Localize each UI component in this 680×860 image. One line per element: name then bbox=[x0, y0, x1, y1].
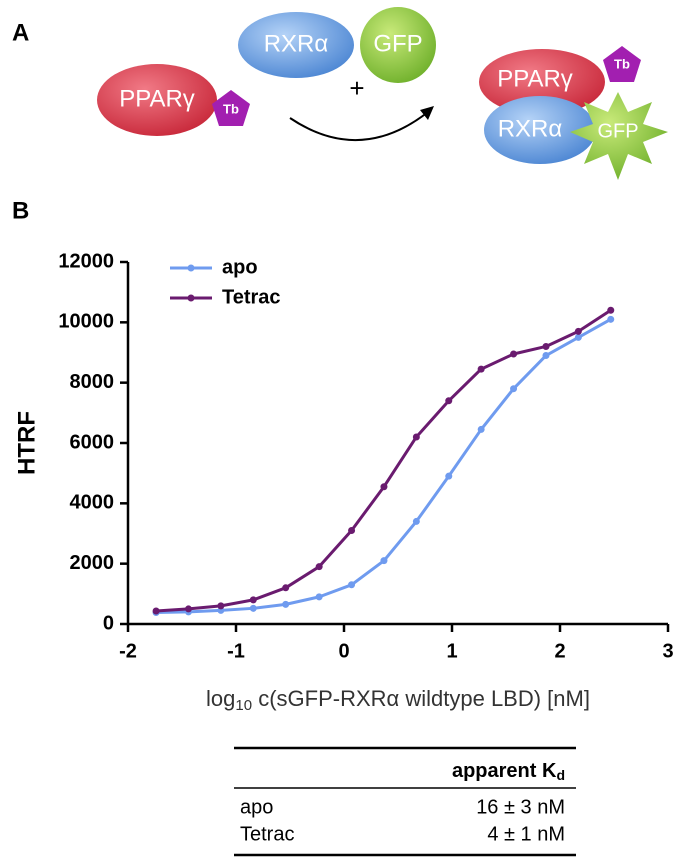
legend-label: apo bbox=[222, 256, 258, 278]
data-point bbox=[477, 425, 485, 433]
x-axis-label: log10 c(sGFP-RXRα wildtype LBD) [nM] bbox=[206, 686, 590, 714]
y-tick-label: 12000 bbox=[58, 250, 114, 272]
data-point bbox=[380, 557, 388, 565]
data-point bbox=[445, 472, 453, 480]
header-text: apparent K bbox=[452, 760, 557, 782]
arrow-head bbox=[420, 106, 434, 120]
table-header: apparent Kd bbox=[452, 760, 565, 782]
data-point bbox=[315, 563, 323, 571]
table-cell: apo bbox=[240, 796, 273, 818]
data-point bbox=[184, 605, 192, 613]
x-tick-label: 3 bbox=[662, 640, 673, 662]
data-point bbox=[380, 483, 388, 491]
gfp-shape bbox=[570, 92, 668, 180]
y-tick-label: 2000 bbox=[70, 552, 115, 574]
data-point bbox=[542, 352, 550, 360]
data-point bbox=[412, 433, 420, 441]
data-point bbox=[282, 600, 290, 608]
plus: + bbox=[349, 73, 364, 103]
data-point bbox=[542, 342, 550, 350]
protein-label: PPARγ bbox=[497, 65, 573, 92]
data-point bbox=[348, 526, 356, 534]
table-cell: 16 ± 3 nM bbox=[476, 796, 565, 818]
rxr-shape bbox=[238, 12, 354, 78]
arrow bbox=[289, 111, 429, 142]
x-tick-label: 1 bbox=[446, 640, 457, 662]
data-point bbox=[574, 333, 582, 341]
data-point bbox=[348, 581, 356, 589]
series-line bbox=[156, 318, 612, 615]
ppar-shape bbox=[479, 49, 605, 115]
x-label-sub: 10 bbox=[235, 697, 252, 714]
x-label-part: log bbox=[206, 686, 235, 711]
legend-marker bbox=[187, 264, 195, 272]
rxr-shape bbox=[484, 96, 596, 164]
data-point bbox=[445, 397, 453, 405]
x-tick-label: -2 bbox=[119, 640, 137, 662]
x-tick-label: 2 bbox=[554, 640, 565, 662]
protein-label: PPARγ bbox=[119, 85, 195, 112]
y-tick-label: 10000 bbox=[58, 311, 114, 333]
legend-label: Tetrac bbox=[222, 286, 281, 308]
panel-label: B bbox=[12, 197, 29, 224]
tb-shape bbox=[603, 46, 641, 82]
protein-label: RXRα bbox=[264, 30, 329, 57]
header-sub: d bbox=[556, 767, 565, 783]
table-cell: Tetrac bbox=[240, 823, 294, 845]
data-point bbox=[152, 607, 160, 615]
y-tick-label: 8000 bbox=[70, 371, 115, 393]
data-point bbox=[315, 593, 323, 601]
ppar-shape bbox=[97, 64, 217, 136]
gfp-shape bbox=[360, 7, 436, 83]
data-point bbox=[477, 365, 485, 373]
data-point bbox=[510, 385, 518, 393]
data-point bbox=[607, 306, 615, 314]
data-point bbox=[574, 327, 582, 335]
data-point bbox=[412, 517, 420, 525]
x-tick-label: 0 bbox=[338, 640, 349, 662]
x-tick-label: -1 bbox=[227, 640, 245, 662]
tag-label: GFP bbox=[597, 120, 638, 142]
data-point bbox=[607, 315, 615, 323]
table-cell: 4 ± 1 nM bbox=[487, 823, 565, 845]
tag-label: Tb bbox=[614, 56, 630, 71]
protein-label: RXRα bbox=[498, 115, 563, 142]
tag-label: GFP bbox=[373, 30, 422, 57]
legend-marker bbox=[187, 294, 195, 302]
data-point bbox=[282, 584, 290, 592]
data-point bbox=[249, 596, 257, 604]
tag-label: Tb bbox=[223, 101, 239, 116]
tb-shape bbox=[212, 90, 250, 126]
y-tick-label: 4000 bbox=[70, 492, 115, 514]
data-point bbox=[249, 604, 257, 612]
data-point bbox=[510, 350, 518, 358]
panel-label: A bbox=[12, 19, 29, 46]
data-point bbox=[217, 602, 225, 610]
x-label-part: c(sGFP-RXRα wildtype LBD) [nM] bbox=[252, 686, 590, 711]
y-tick-label: 6000 bbox=[70, 431, 115, 453]
y-tick-label: 0 bbox=[103, 612, 114, 634]
y-axis-label: HTRF bbox=[13, 411, 40, 475]
